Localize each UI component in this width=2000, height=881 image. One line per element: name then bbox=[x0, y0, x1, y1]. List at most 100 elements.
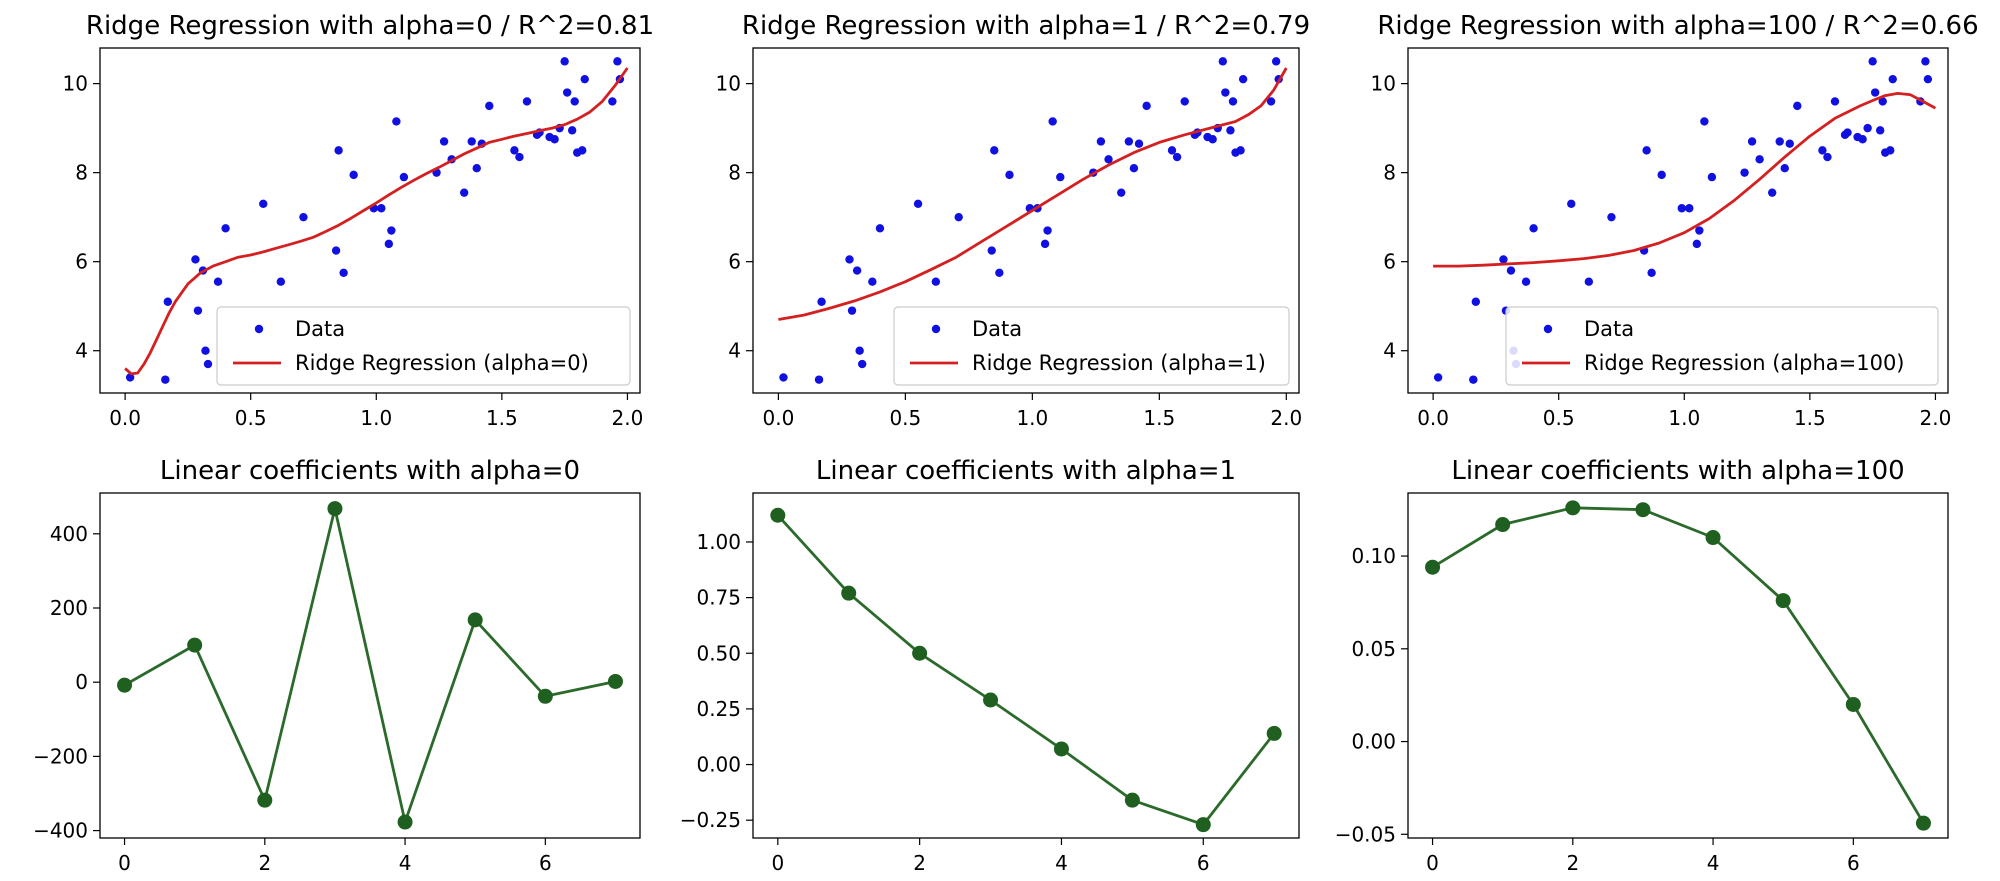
data-point bbox=[299, 212, 308, 222]
data-point bbox=[459, 188, 469, 197]
coefficient-point bbox=[1195, 817, 1211, 833]
subplot-title: Ridge Regression with alpha=1 / R^2=0.79 bbox=[742, 11, 1310, 41]
data-point bbox=[1747, 137, 1757, 146]
data-point bbox=[995, 268, 1004, 278]
data-point bbox=[931, 277, 941, 286]
subplot-3: Ridge Regression with alpha=100 / R^2=0.… bbox=[1371, 11, 1979, 430]
coefficient-point bbox=[1266, 725, 1282, 741]
coefficient-point bbox=[467, 612, 483, 628]
x-tick-label: 6 bbox=[539, 851, 552, 875]
x-tick-label: 1.0 bbox=[1668, 406, 1700, 430]
y-tick-label: 10 bbox=[716, 72, 741, 96]
coefficient-point bbox=[607, 673, 623, 689]
data-point bbox=[163, 297, 173, 306]
data-point bbox=[1056, 172, 1065, 182]
data-point bbox=[1142, 101, 1151, 111]
y-tick-label: 6 bbox=[75, 250, 88, 274]
legend-label-data: Data bbox=[972, 317, 1022, 341]
subplot-2: Ridge Regression with alpha=1 / R^2=0.79… bbox=[716, 11, 1311, 430]
coefficient-point bbox=[117, 677, 133, 693]
coefficient-point bbox=[1124, 792, 1140, 808]
coefficient-point bbox=[1495, 517, 1511, 533]
y-tick-label: 4 bbox=[728, 339, 741, 363]
coefficient-point bbox=[1705, 530, 1721, 546]
data-point bbox=[1685, 204, 1694, 213]
x-tick-label: 4 bbox=[1707, 851, 1720, 875]
y-tick-label: 0.75 bbox=[696, 586, 741, 610]
data-point bbox=[913, 199, 923, 209]
data-point bbox=[562, 88, 572, 97]
y-tick-label: 8 bbox=[1383, 161, 1396, 185]
data-point bbox=[1642, 146, 1651, 155]
data-point bbox=[852, 266, 862, 275]
data-point bbox=[858, 359, 867, 369]
data-point bbox=[1499, 255, 1508, 264]
coefficient-point bbox=[912, 645, 928, 661]
y-tick-label: 0.00 bbox=[696, 753, 741, 777]
x-tick-label: 0 bbox=[1426, 851, 1439, 875]
data-point bbox=[1529, 224, 1538, 233]
data-point bbox=[515, 152, 524, 162]
data-point bbox=[1875, 126, 1885, 135]
data-point bbox=[990, 146, 999, 155]
y-tick-label: 10 bbox=[1371, 72, 1396, 96]
data-point bbox=[1843, 128, 1852, 137]
data-point bbox=[1755, 155, 1764, 164]
x-tick-label: 2.0 bbox=[1270, 406, 1302, 430]
data-point bbox=[1506, 266, 1516, 275]
data-point bbox=[1096, 137, 1106, 146]
data-point bbox=[1868, 57, 1877, 66]
x-tick-label: 2 bbox=[913, 851, 926, 875]
coefficient-point bbox=[841, 585, 857, 601]
x-tick-label: 0.5 bbox=[889, 406, 921, 430]
y-tick-label: 1.00 bbox=[696, 530, 741, 554]
data-point bbox=[1167, 146, 1177, 155]
data-point bbox=[578, 146, 587, 155]
data-point bbox=[331, 246, 341, 255]
data-point bbox=[868, 277, 877, 286]
data-point bbox=[1878, 97, 1887, 106]
data-point bbox=[522, 97, 532, 106]
x-tick-label: 0.5 bbox=[1543, 406, 1575, 430]
axes-frame bbox=[1407, 47, 1949, 394]
x-tick-label: 1.5 bbox=[1143, 406, 1175, 430]
y-tick-label: 8 bbox=[728, 161, 741, 185]
data-point bbox=[1692, 239, 1702, 249]
data-point bbox=[613, 57, 622, 66]
data-point bbox=[1830, 97, 1840, 106]
legend-marker-data bbox=[931, 324, 941, 334]
data-point bbox=[485, 101, 494, 111]
data-point bbox=[580, 74, 589, 84]
data-point bbox=[1700, 117, 1709, 126]
data-point bbox=[1124, 137, 1134, 146]
data-point bbox=[1043, 226, 1052, 235]
data-point bbox=[1707, 172, 1717, 182]
data-point bbox=[987, 246, 996, 255]
coefficient-point bbox=[1425, 559, 1441, 575]
data-point bbox=[1863, 123, 1872, 133]
data-point bbox=[847, 306, 857, 315]
y-tick-label: 0.10 bbox=[1351, 544, 1396, 568]
data-point bbox=[1005, 170, 1014, 180]
data-point bbox=[1218, 57, 1228, 66]
subplot-6: Linear coefficients with alpha=100 0 2 4 6 −0… bbox=[1335, 456, 1949, 875]
y-tick-label: −200 bbox=[33, 744, 88, 768]
data-point bbox=[1870, 88, 1880, 97]
y-tick-label: 4 bbox=[1383, 339, 1396, 363]
data-point bbox=[1221, 88, 1230, 97]
axes-frame bbox=[752, 492, 1300, 839]
ridge-regression-line bbox=[1433, 92, 1937, 268]
data-point bbox=[1238, 74, 1248, 84]
y-tick-label: 0.25 bbox=[696, 697, 741, 721]
y-tick-label: 8 bbox=[75, 161, 88, 185]
y-tick-label: 10 bbox=[63, 72, 88, 96]
data-point bbox=[1271, 57, 1281, 66]
data-point bbox=[1657, 170, 1666, 180]
data-point bbox=[608, 97, 617, 106]
legend-label-line: Ridge Regression (alpha=0) bbox=[295, 351, 589, 375]
data-point bbox=[1228, 97, 1238, 106]
data-point bbox=[1180, 97, 1189, 106]
x-tick-label: 2.0 bbox=[612, 406, 644, 430]
legend-box bbox=[893, 306, 1290, 386]
data-point bbox=[1767, 188, 1777, 197]
